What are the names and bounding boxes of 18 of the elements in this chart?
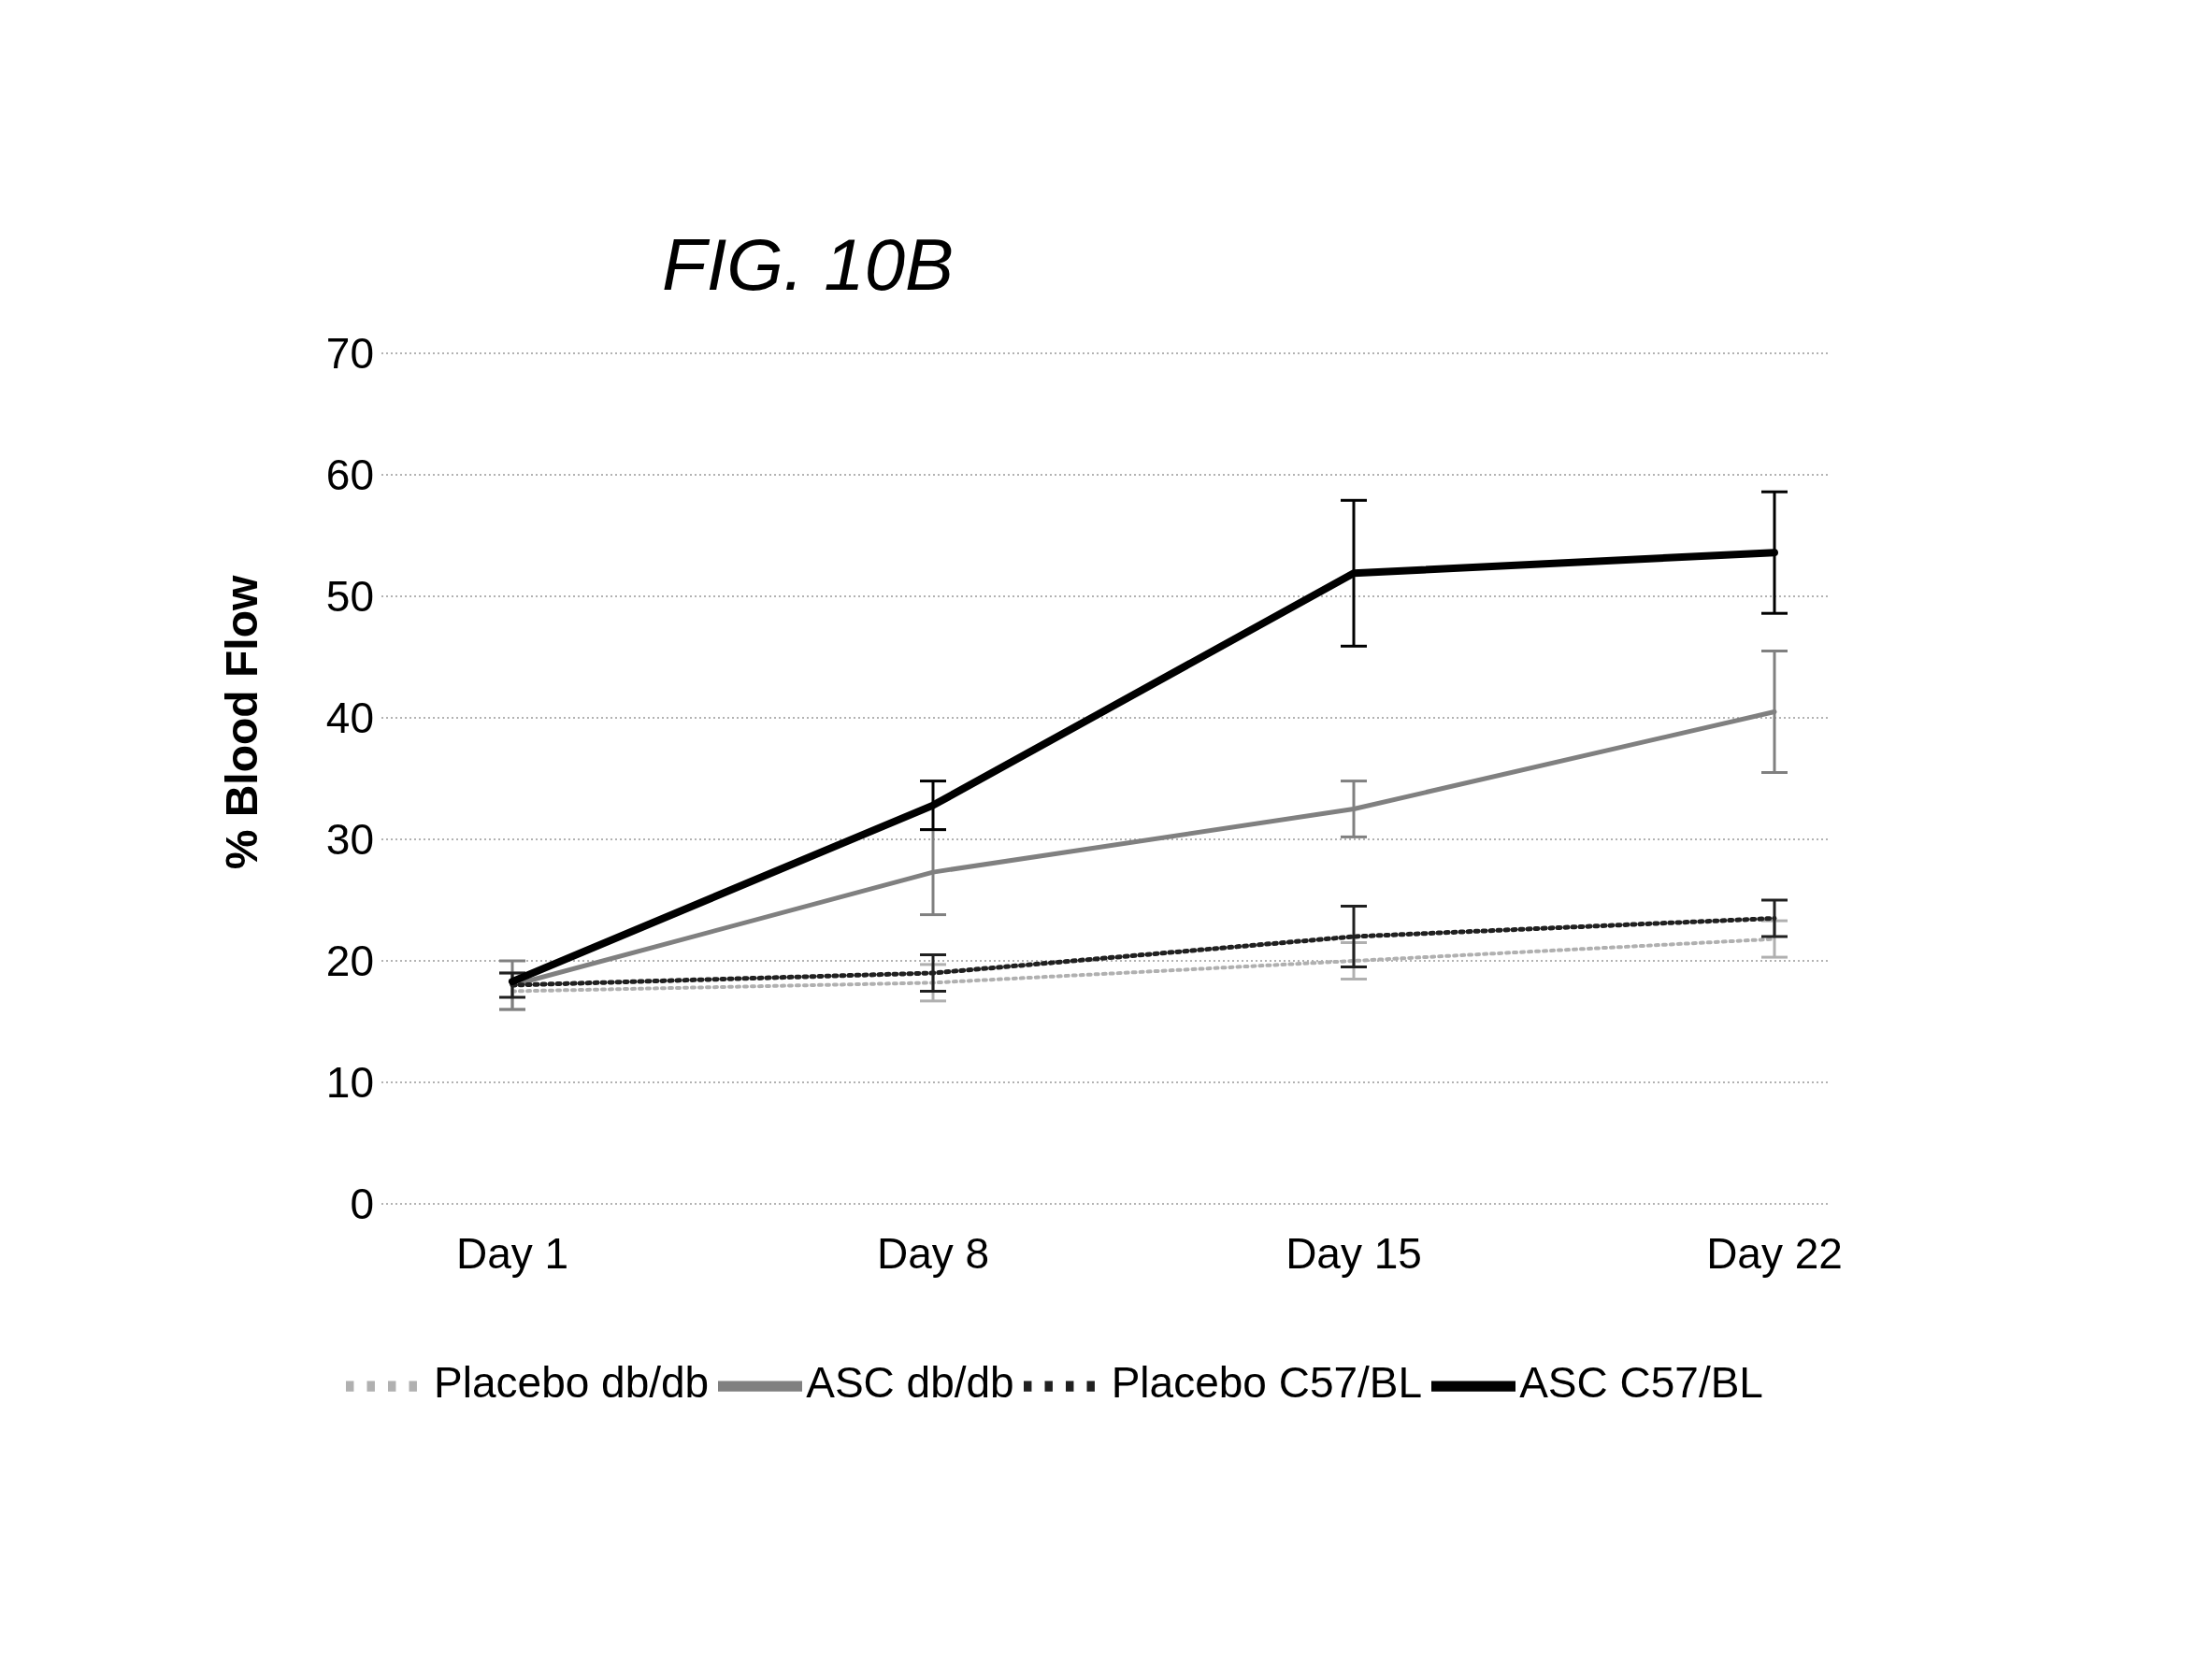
y-tick-label: 50 — [325, 572, 374, 622]
x-tick-label: Day 15 — [1286, 1228, 1422, 1278]
legend-label: ASC db/db — [806, 1358, 1014, 1408]
x-tick-label: Day 8 — [876, 1228, 990, 1278]
legend-label: Placebo db/db — [434, 1358, 710, 1408]
y-tick-label: 60 — [325, 451, 374, 500]
y-tick-label: 10 — [325, 1058, 374, 1108]
y-tick-label: 30 — [325, 815, 374, 865]
x-tick-label: Day 22 — [1706, 1228, 1843, 1278]
y-tick-label: 40 — [325, 694, 374, 743]
y-tick-label: 0 — [350, 1180, 374, 1229]
x-tick-label: Day 1 — [455, 1228, 569, 1278]
y-tick-label: 70 — [325, 329, 374, 379]
y-tick-label: 20 — [325, 937, 374, 986]
legend-label: Placebo C57/BL — [1111, 1358, 1423, 1408]
y-axis-title: % Blood Flow — [215, 575, 267, 870]
chart-title: FIG. 10B — [662, 222, 955, 308]
legend-label: ASC C57/BL — [1519, 1358, 1763, 1408]
